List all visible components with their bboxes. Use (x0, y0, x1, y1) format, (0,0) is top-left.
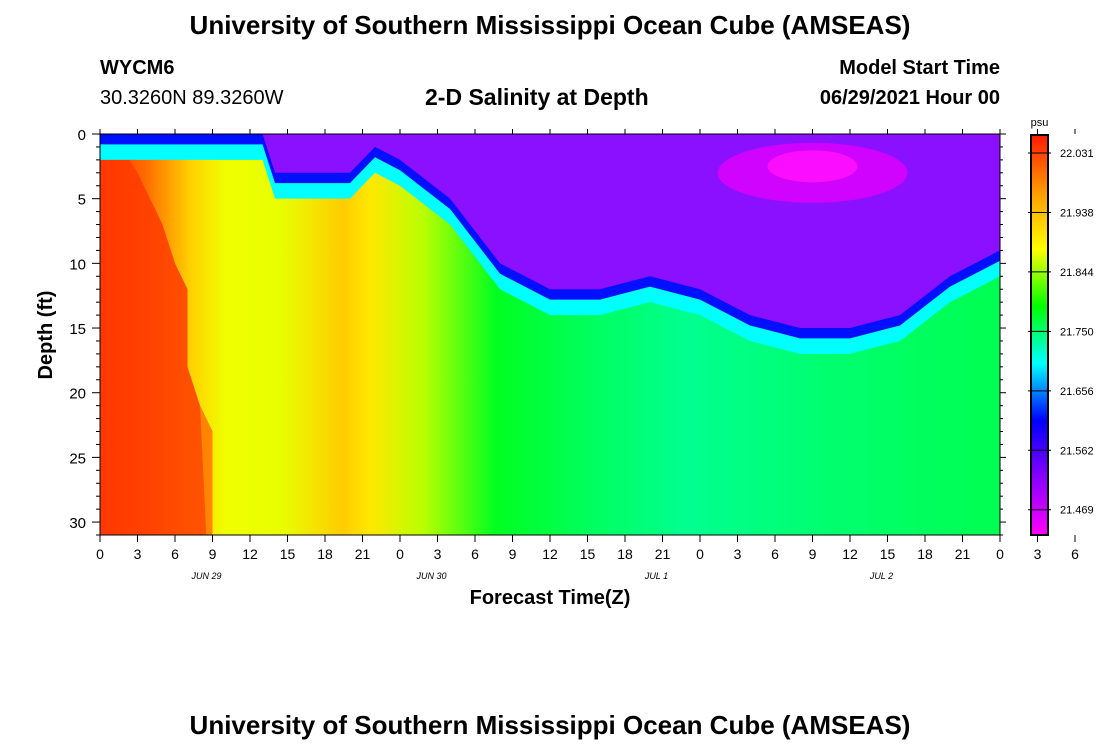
x-tick-label: 6 (771, 546, 779, 562)
x-tick-label: 18 (317, 546, 333, 562)
y-tick-label: 15 (69, 321, 86, 338)
y-tick-label: 5 (78, 192, 86, 209)
x-tick-label: 0 (696, 546, 704, 562)
x-tick-label: 6 (1071, 546, 1079, 562)
x-tick-label: 21 (355, 546, 371, 562)
x-tick-label: 15 (580, 546, 596, 562)
y-tick-label: 30 (69, 515, 86, 532)
chart-title: University of Southern Mississippi Ocean… (189, 10, 911, 40)
colorbar-label: 21.469 (1060, 505, 1094, 517)
lowest-salinity-peak (767, 150, 858, 183)
x-tick-label: 6 (471, 546, 479, 562)
x-axis-label: Forecast Time(Z) (470, 587, 631, 609)
y-tick-label: 25 (69, 450, 86, 467)
date-label: JUN 30 (415, 571, 446, 581)
x-tick-label: 9 (809, 546, 817, 562)
colorbar-label: 22.031 (1060, 148, 1094, 160)
date-label: JUL 1 (644, 571, 668, 581)
date-label: JUL 2 (869, 571, 893, 581)
y-axis-label: Depth (ft) (35, 291, 57, 380)
colorbar-label: 21.656 (1060, 386, 1094, 398)
x-tick-label: 9 (209, 546, 217, 562)
station-id: WYCM6 (100, 57, 175, 79)
x-tick-label: 3 (134, 546, 142, 562)
x-tick-label: 0 (96, 546, 104, 562)
x-tick-label: 12 (842, 546, 858, 562)
x-tick-label: 21 (955, 546, 971, 562)
station-coordinates: 30.3260N 89.3260W (100, 87, 284, 109)
y-tick-label: 0 (78, 127, 86, 144)
colorbar-label: 21.562 (1060, 445, 1094, 457)
colorbar-gradient (1030, 134, 1049, 536)
x-tick-label: 18 (617, 546, 633, 562)
x-tick-label: 0 (996, 546, 1004, 562)
model-start-label: Model Start Time (839, 57, 1000, 79)
x-tick-label: 0 (396, 546, 404, 562)
x-tick-label: 15 (880, 546, 896, 562)
x-tick-label: 18 (917, 546, 933, 562)
x-tick-label: 3 (734, 546, 742, 562)
heatmap-area (100, 134, 1000, 535)
colorbar: psu 22.031 21.938 21.844 21.750 21.656 21.562 2… (1028, 117, 1094, 536)
y-tick-label: 10 (69, 256, 86, 273)
x-tick-label: 9 (509, 546, 517, 562)
x-tick-label: 21 (655, 546, 671, 562)
x-tick-label: 15 (280, 546, 296, 562)
orange-edge-region (200, 405, 213, 535)
date-label: JUN 29 (190, 571, 221, 581)
x-tick-label: 12 (242, 546, 258, 562)
y-tick-label: 20 (69, 386, 86, 403)
x-tick-label: 12 (542, 546, 558, 562)
high-salinity-region (100, 134, 213, 535)
plot-title: 2-D Salinity at Depth (425, 84, 649, 110)
x-tick-label: 6 (171, 546, 179, 562)
colorbar-label: 21.750 (1060, 326, 1094, 338)
x-tick-label: 3 (434, 546, 442, 562)
colorbar-label: 21.844 (1060, 267, 1094, 279)
colorbar-unit: psu (1031, 117, 1049, 129)
footer-title: University of Southern Mississippi Ocean… (189, 710, 911, 740)
axes: 0369121518210369121518210369121518210369… (69, 127, 1079, 581)
model-start-value: 06/29/2021 Hour 00 (819, 87, 1000, 109)
x-tick-label: 3 (1034, 546, 1042, 562)
colorbar-label: 21.938 (1060, 207, 1094, 219)
